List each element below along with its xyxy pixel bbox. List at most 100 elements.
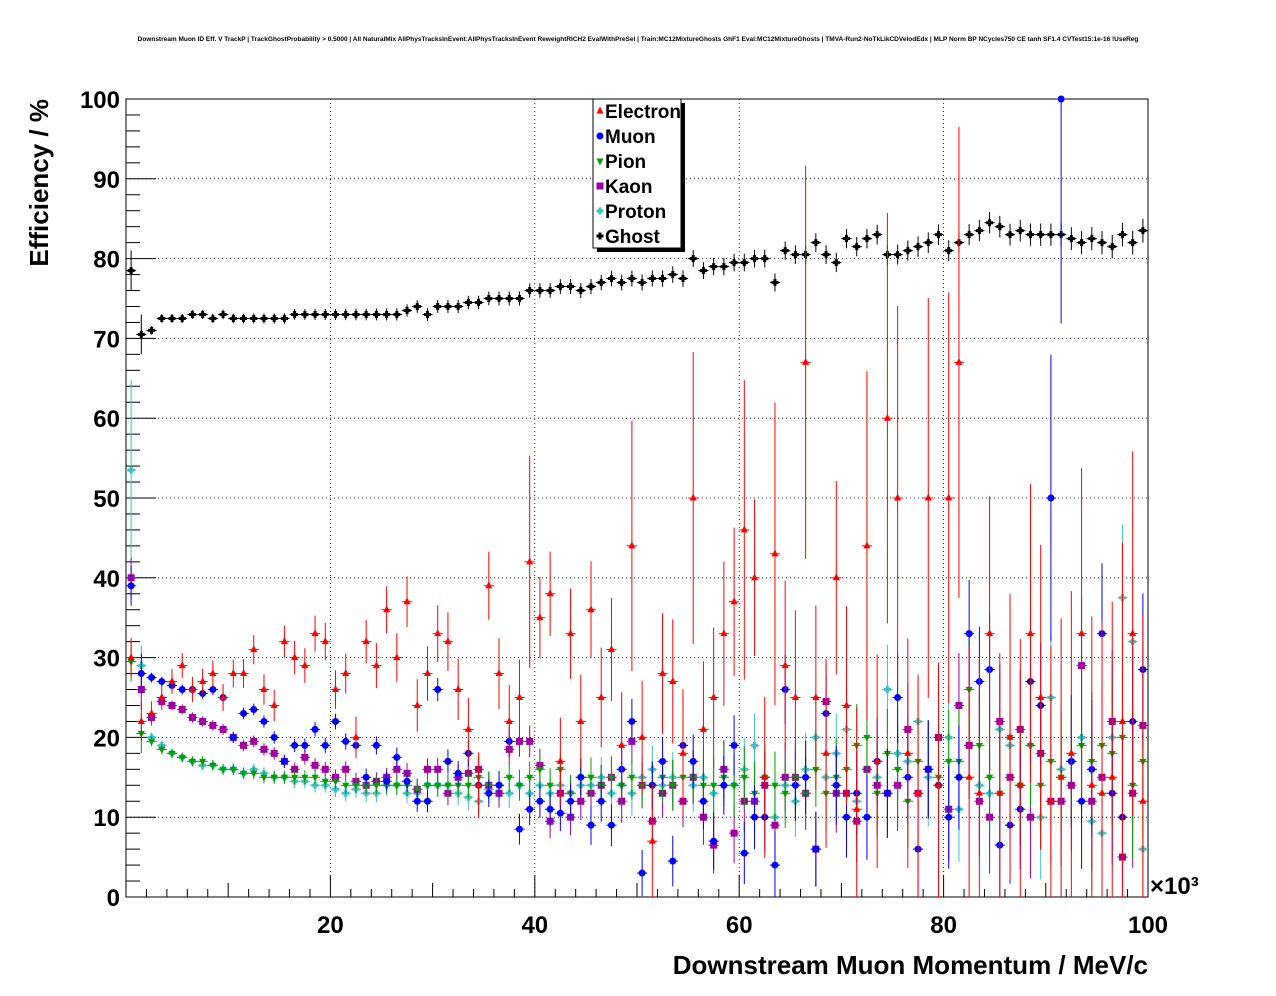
data-point	[454, 302, 462, 310]
data-point	[536, 613, 544, 621]
data-point	[148, 326, 156, 334]
data-point	[209, 686, 217, 694]
data-point	[556, 283, 564, 291]
data-point	[1078, 629, 1086, 637]
data-point	[434, 765, 442, 773]
data-point	[618, 740, 626, 748]
data-point	[372, 310, 380, 318]
legend-marker	[596, 182, 604, 190]
data-point	[188, 685, 196, 693]
data-point	[127, 653, 135, 661]
data-point	[607, 645, 615, 653]
data-point	[311, 725, 319, 733]
data-point	[1129, 629, 1137, 637]
legend: Electron Muon Pion Kaon Proton Ghost	[592, 98, 685, 252]
data-point	[413, 797, 421, 805]
data-point	[883, 413, 891, 421]
data-point	[526, 805, 534, 813]
data-point	[812, 239, 820, 247]
data-point	[587, 605, 595, 613]
data-point	[362, 782, 370, 790]
data-point	[352, 782, 360, 790]
data-point	[986, 629, 994, 637]
data-point	[270, 749, 278, 757]
data-point	[1088, 780, 1096, 788]
data-point	[1088, 235, 1096, 243]
data-point	[597, 693, 605, 700]
data-point	[362, 773, 370, 781]
data-point	[362, 637, 370, 645]
data-point	[505, 716, 513, 724]
data-point	[720, 629, 728, 637]
data-point	[1016, 227, 1024, 235]
data-point	[393, 653, 401, 661]
data-point	[526, 737, 534, 745]
data-point	[1129, 239, 1137, 247]
data-point	[638, 732, 646, 740]
grid-lines	[126, 99, 1148, 897]
data-point	[730, 782, 738, 790]
data-point	[260, 314, 268, 322]
data-point	[250, 314, 258, 322]
data-point	[158, 746, 166, 754]
data-point	[229, 766, 237, 774]
data-point	[423, 765, 431, 773]
data-point	[280, 637, 288, 645]
data-point	[556, 809, 564, 817]
legend-label: Ghost	[605, 227, 661, 248]
data-point	[127, 466, 135, 474]
data-point	[137, 670, 145, 678]
data-point	[863, 235, 871, 243]
data-point	[699, 267, 707, 275]
data-point	[423, 669, 431, 677]
data-point	[229, 733, 237, 741]
data-point	[168, 677, 176, 685]
data-point	[679, 748, 687, 756]
data-point	[556, 756, 564, 764]
data-point	[158, 314, 166, 322]
data-point	[158, 693, 166, 700]
data-point	[291, 741, 299, 749]
data-point	[853, 243, 861, 251]
data-point	[515, 295, 523, 302]
data-point	[1067, 748, 1075, 756]
y-tick-label: 20	[93, 725, 120, 752]
data-point	[710, 263, 718, 271]
data-point	[240, 314, 248, 322]
data-point	[883, 686, 891, 694]
data-point	[628, 717, 636, 725]
data-point	[771, 861, 779, 869]
data-point	[413, 786, 421, 794]
data-point	[362, 310, 370, 318]
data-point	[720, 781, 728, 789]
data-point	[791, 693, 799, 700]
data-point	[301, 753, 309, 761]
data-point	[577, 287, 585, 295]
data-point	[924, 765, 932, 773]
data-point	[1108, 243, 1116, 251]
data-point	[945, 813, 953, 821]
data-point	[413, 700, 421, 708]
chart-title: Downstream Muon ID Eff. V TrackP | Track…	[137, 36, 1139, 43]
data-point	[229, 669, 237, 677]
legend-label: Pion	[605, 152, 646, 173]
legend-marker	[596, 106, 604, 114]
data-point	[311, 774, 319, 782]
data-point	[475, 780, 483, 788]
data-point	[423, 782, 431, 790]
y-tick-label: 30	[93, 646, 120, 673]
data-point	[843, 813, 851, 821]
data-point	[914, 788, 922, 796]
data-point	[342, 737, 350, 745]
data-point	[199, 758, 207, 766]
data-point	[567, 283, 575, 291]
data-point	[250, 645, 258, 653]
data-point	[965, 772, 973, 780]
legend-label: Electron	[605, 102, 681, 123]
data-point	[515, 693, 523, 700]
data-point	[280, 774, 288, 782]
data-point	[638, 279, 646, 287]
data-point	[740, 525, 748, 533]
data-point	[403, 777, 411, 785]
